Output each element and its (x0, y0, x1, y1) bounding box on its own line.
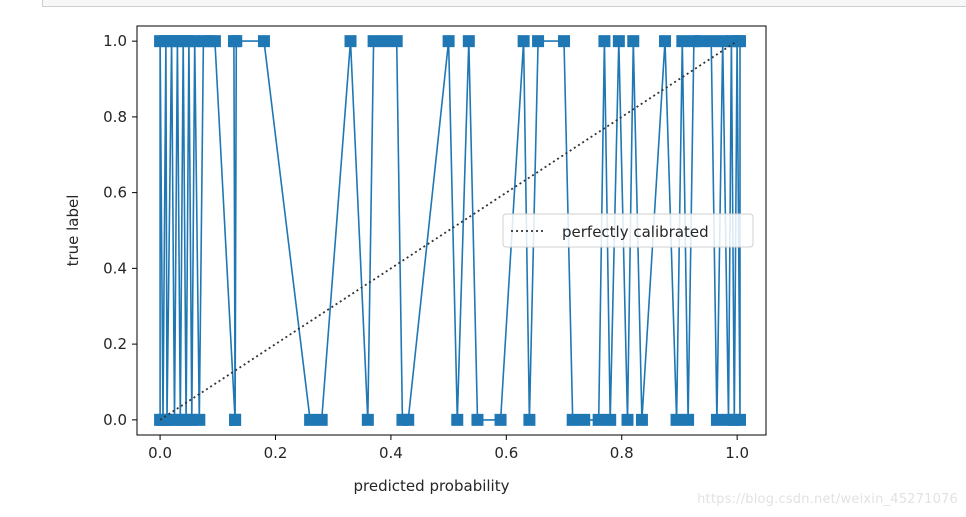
x-tick-label: 0.0 (148, 444, 172, 462)
data-point-marker (471, 413, 484, 426)
axes: 0.0 0.2 0.4 0.6 0.8 1.0 0.0 0.2 0.4 0.6 0.8 1.0 pred… (64, 25, 767, 495)
data-point-marker (693, 35, 706, 48)
data-point-marker (532, 35, 545, 48)
data-point-marker (451, 413, 464, 426)
y-axis-label: true label (64, 195, 82, 267)
data-point-marker (442, 35, 455, 48)
data-point-marker (367, 35, 380, 48)
x-tick-label: 0.6 (494, 444, 518, 462)
data-point-marker (257, 35, 270, 48)
data-point-marker (230, 35, 243, 48)
data-point-marker (621, 413, 634, 426)
data-point-marker (627, 35, 640, 48)
data-point-marker (462, 35, 475, 48)
y-tick-label: 0.4 (103, 259, 127, 277)
data-point-marker (315, 413, 328, 426)
watermark-text: https://blog.csdn.net/weixin_45271076 (697, 492, 958, 507)
y-tick-label: 0.8 (103, 108, 127, 126)
data-point-marker (710, 413, 723, 426)
plot-frame (136, 25, 767, 436)
data-point-marker (676, 35, 689, 48)
y-tick-label: 0.6 (103, 184, 127, 202)
y-tick-label: 0.0 (103, 411, 127, 429)
data-point-marker (402, 413, 415, 426)
legend-label: perfectly calibrated (562, 223, 709, 241)
data-point-marker (635, 413, 648, 426)
data-point-marker (682, 413, 695, 426)
perfectly-calibrated-line (159, 40, 738, 421)
data-point-marker (592, 413, 605, 426)
data-point-marker (578, 413, 591, 426)
data-point-marker (659, 35, 672, 48)
x-tick-label: 0.2 (264, 444, 288, 462)
data-point-marker (361, 413, 374, 426)
data-point-marker (566, 413, 579, 426)
x-tick-label: 0.4 (379, 444, 403, 462)
plot-area (154, 35, 747, 426)
data-point-marker (193, 413, 206, 426)
data-point-marker (523, 413, 536, 426)
data-point-marker (379, 35, 392, 48)
x-tick-label: 0.8 (610, 444, 634, 462)
data-point-marker (344, 35, 357, 48)
data-point-marker (304, 413, 317, 426)
data-point-marker (612, 35, 625, 48)
data-point-marker (517, 35, 530, 48)
data-point-marker (390, 35, 403, 48)
data-point-marker (598, 35, 611, 48)
legend-box (502, 213, 754, 248)
data-point-marker (494, 413, 507, 426)
data-point-marker (558, 35, 571, 48)
y-tick-label: 0.2 (103, 335, 127, 353)
data-point-marker (208, 35, 221, 48)
y-tick-label: 1.0 (103, 32, 127, 50)
data-point-marker (705, 35, 718, 48)
legend: perfectly calibrated (502, 213, 754, 248)
x-tick-label: 1.0 (725, 444, 749, 462)
data-point-marker (229, 413, 242, 426)
data-point-marker (734, 35, 747, 48)
previous-cell-edge (42, 0, 966, 7)
data-point-marker (734, 413, 747, 426)
data-point-marker (604, 413, 617, 426)
x-axis-label: predicted probability (354, 477, 510, 495)
data-point-marker (670, 413, 683, 426)
